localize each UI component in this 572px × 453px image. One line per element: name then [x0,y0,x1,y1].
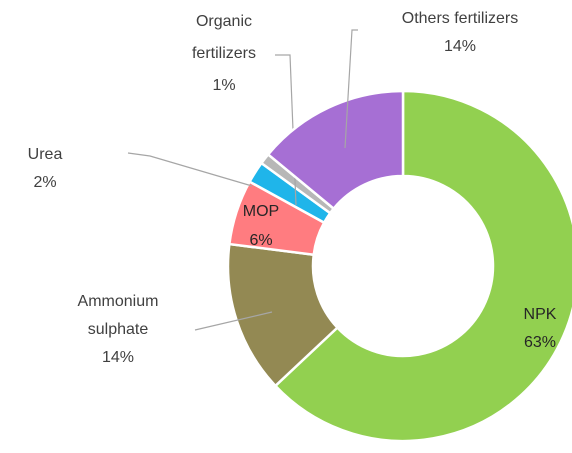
category-label: Others fertilizers [401,10,519,27]
leader-line [194,311,273,331]
value-label: 14% [101,349,135,366]
category-label: MOP [242,203,280,220]
data-label: Organic fertilizers 1% [174,6,274,102]
category-label: Ammonium sulphate [77,293,159,338]
category-label: NPK [523,306,557,323]
category-label: Urea [27,146,63,163]
value-label: 1% [212,77,236,94]
value-label: 2% [33,174,57,191]
data-label: NPK 63% [490,301,572,357]
data-label: Others fertilizers 14% [370,5,550,61]
donut-slice [266,89,405,211]
value-label: 63% [523,334,557,351]
value-label: 14% [443,38,477,55]
data-label: Ammonium sulphate 14% [68,288,168,372]
value-label: 6% [249,232,273,249]
data-label: Urea 2% [15,141,75,197]
donut-slice [273,89,572,443]
data-label: MOP 6% [231,197,291,255]
category-label: Organic fertilizers [191,13,256,62]
leader-line [344,29,358,149]
leader-line [127,152,253,187]
